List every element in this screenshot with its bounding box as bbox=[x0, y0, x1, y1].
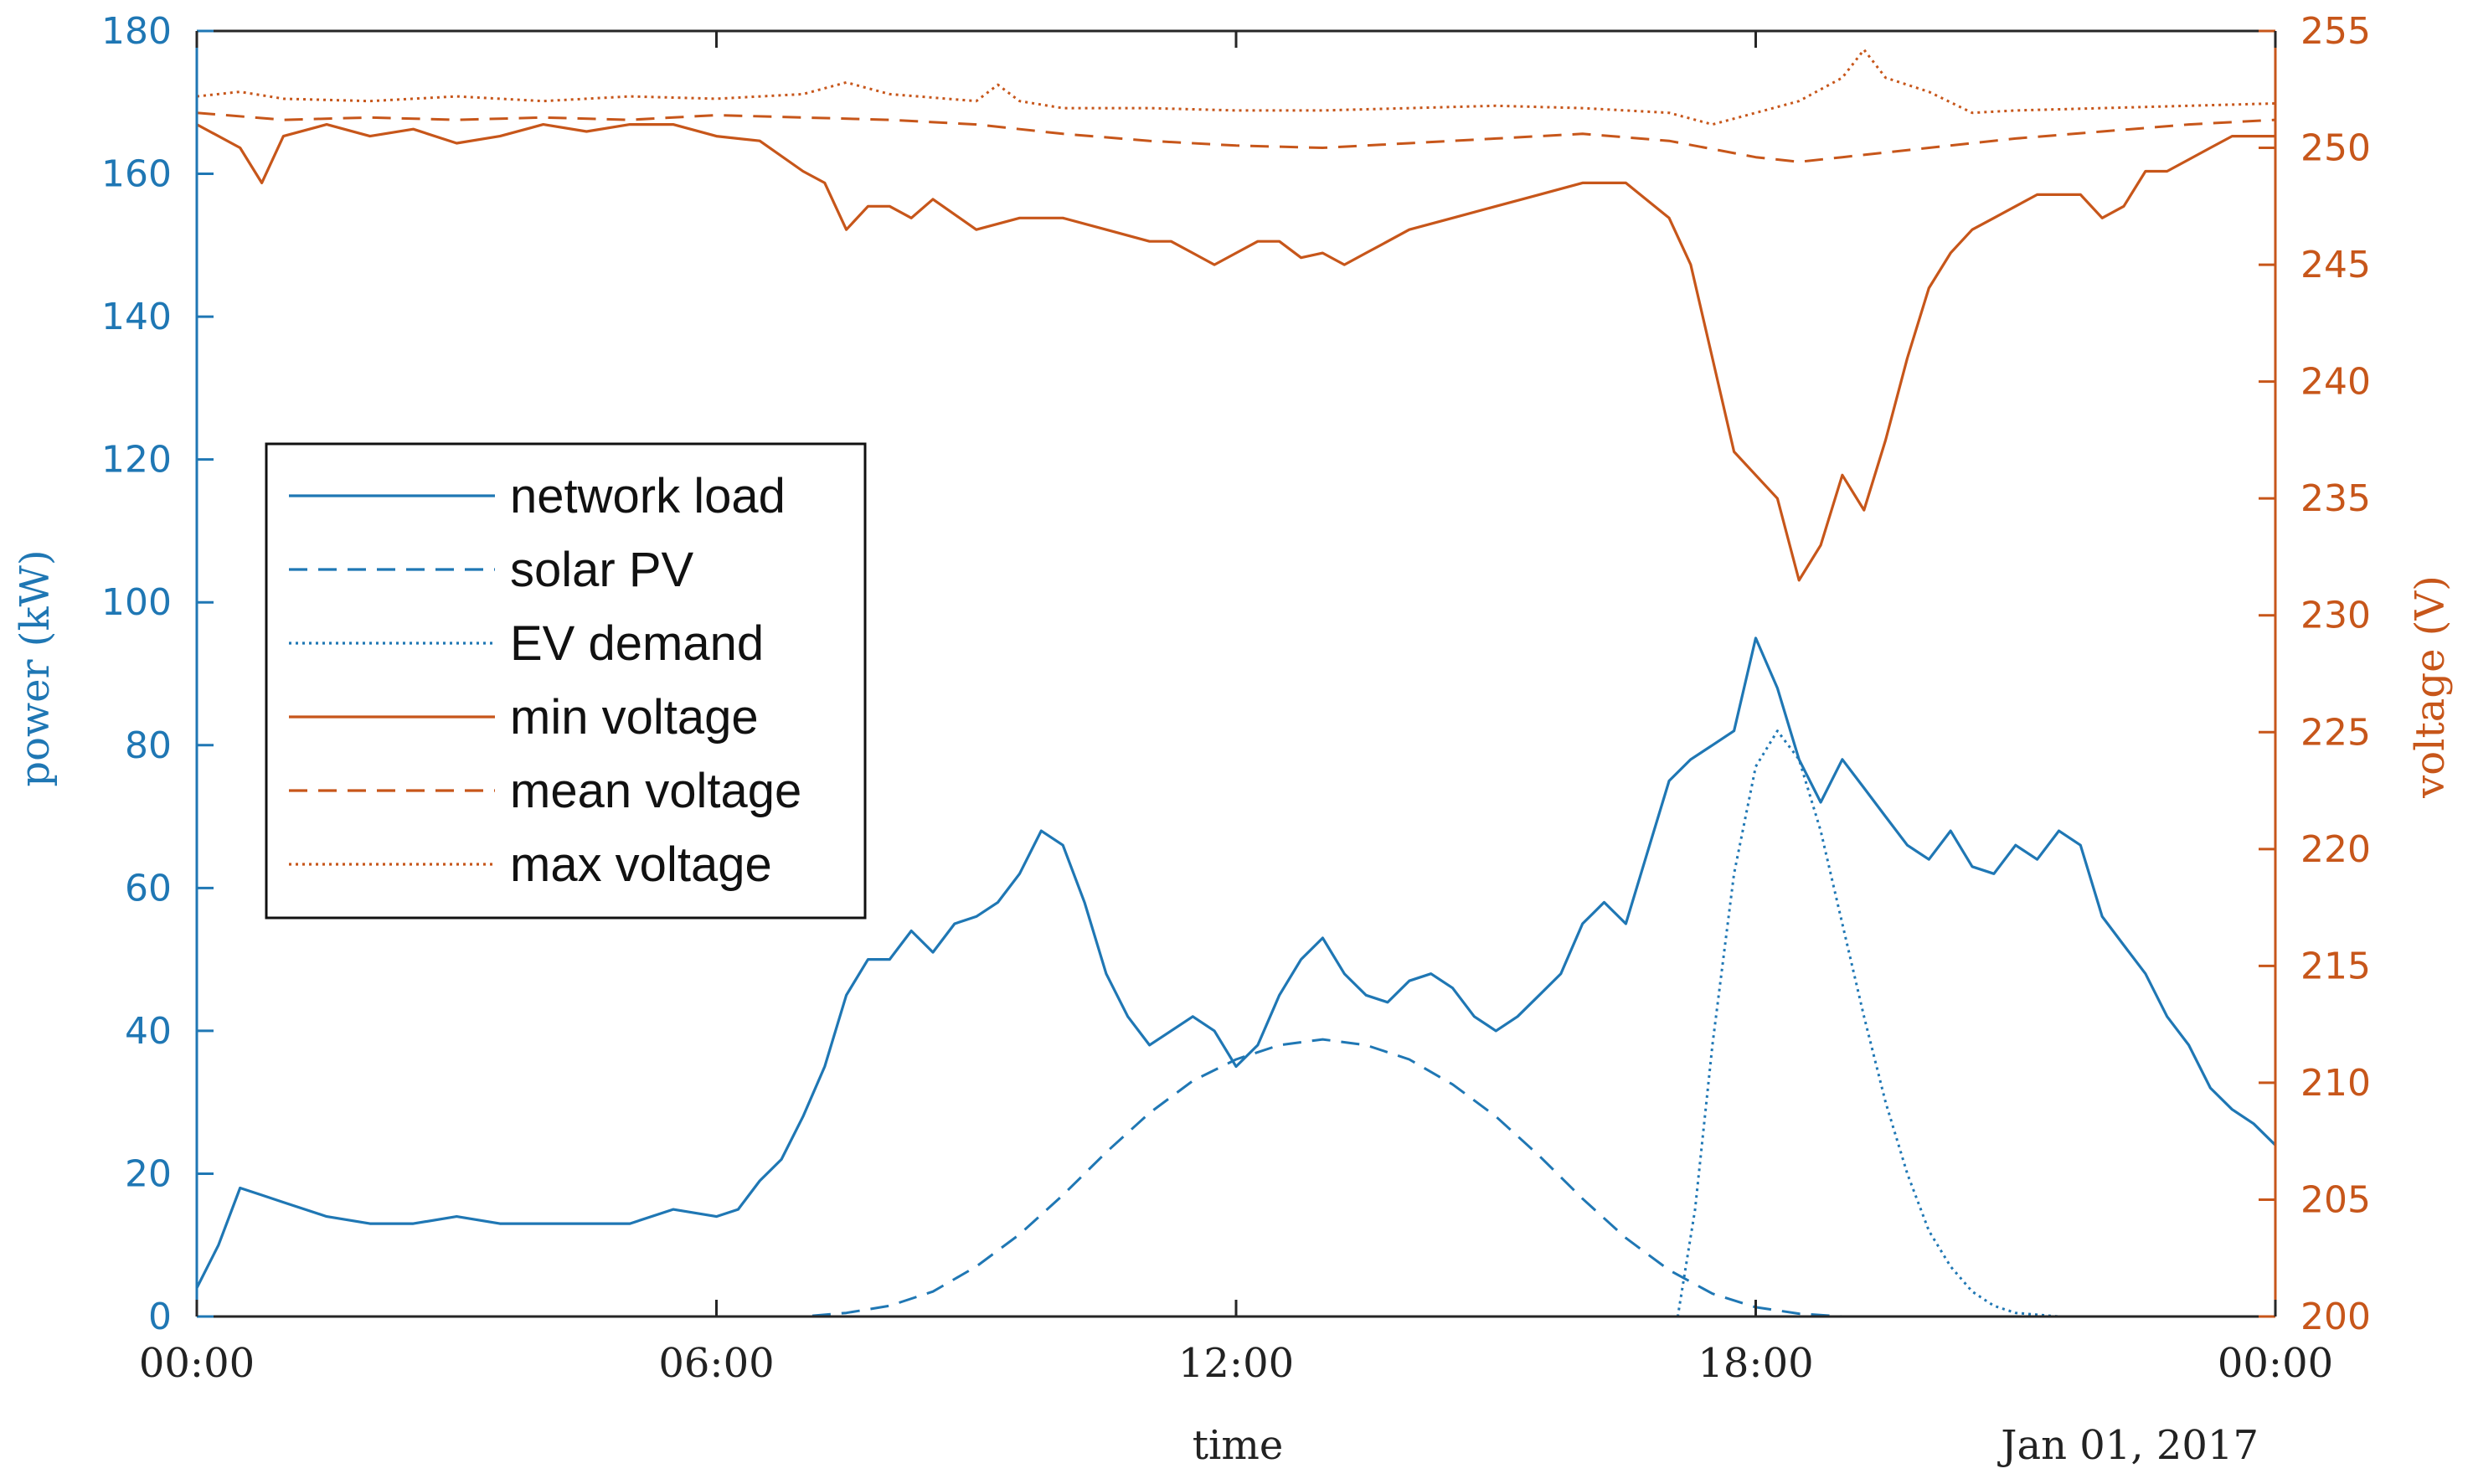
y-left-tick-label: 120 bbox=[101, 439, 172, 482]
x-axis-date-label: Jan 01, 2017 bbox=[1996, 1422, 2259, 1469]
series-line-max-voltage bbox=[196, 48, 2276, 126]
legend-box bbox=[265, 442, 867, 920]
legend: network load solar PV EV demand min voltage… bbox=[265, 442, 867, 920]
y-right-tick-label: 235 bbox=[2300, 477, 2371, 520]
y-left-tick-label: 60 bbox=[125, 867, 172, 909]
x-tick-label: 06:00 bbox=[658, 1340, 774, 1387]
legend-label: min voltage bbox=[510, 690, 759, 745]
x-tick-label: 18:00 bbox=[1698, 1340, 1813, 1387]
y-right-tick-label: 240 bbox=[2300, 361, 2371, 404]
legend-label: network load bbox=[510, 469, 786, 523]
y-right-tick-label: 250 bbox=[2300, 127, 2371, 170]
legend-label: EV demand bbox=[510, 616, 764, 671]
x-tick-label: 00:00 bbox=[139, 1340, 255, 1387]
y-left-tick-label: 140 bbox=[101, 296, 172, 338]
y-axis-right-title: voltage (V) bbox=[2407, 575, 2454, 799]
y-right-tick-label: 225 bbox=[2300, 711, 2371, 754]
legend-label: mean voltage bbox=[510, 764, 801, 818]
y-left-tick-label: 80 bbox=[125, 724, 172, 767]
y-right-tick-label: 210 bbox=[2300, 1062, 2371, 1105]
y-right-tick-label: 255 bbox=[2300, 10, 2371, 53]
series-line-min-voltage bbox=[196, 123, 2275, 582]
y-right-tick-label: 245 bbox=[2300, 244, 2371, 286]
y-right-tick-label: 230 bbox=[2300, 595, 2371, 637]
y-right-tick-label: 200 bbox=[2300, 1296, 2371, 1338]
y-left-tick-label: 180 bbox=[101, 10, 172, 53]
y-left-tick-label: 0 bbox=[148, 1296, 172, 1338]
y-axis-left-title: power (kW) bbox=[12, 549, 59, 786]
x-axis-title: time bbox=[1193, 1422, 1284, 1469]
series-line-solar-pv bbox=[197, 1038, 2275, 1318]
y-right-tick-label: 220 bbox=[2300, 828, 2371, 871]
y-left-tick-label: 160 bbox=[101, 153, 172, 196]
legend-label: max voltage bbox=[510, 837, 772, 892]
y-left-tick-label: 100 bbox=[101, 581, 172, 624]
series-line-network-load bbox=[195, 636, 2277, 1289]
y-right-tick-label: 215 bbox=[2300, 945, 2371, 987]
x-tick-label: 12:00 bbox=[1178, 1340, 1294, 1387]
axes-layer: 0 20 40 60 80 100 120 140 160 180 200 205 210 215 220 2… bbox=[101, 10, 2371, 1387]
legend-label: solar PV bbox=[510, 543, 694, 597]
y-left-tick-label: 20 bbox=[125, 1152, 172, 1195]
series-line-mean-voltage bbox=[196, 111, 2276, 163]
y-left-tick-label: 40 bbox=[125, 1010, 172, 1053]
x-tick-label: 00:00 bbox=[2218, 1340, 2333, 1387]
y-right-tick-label: 205 bbox=[2300, 1178, 2371, 1221]
series-layer bbox=[195, 48, 2277, 1318]
